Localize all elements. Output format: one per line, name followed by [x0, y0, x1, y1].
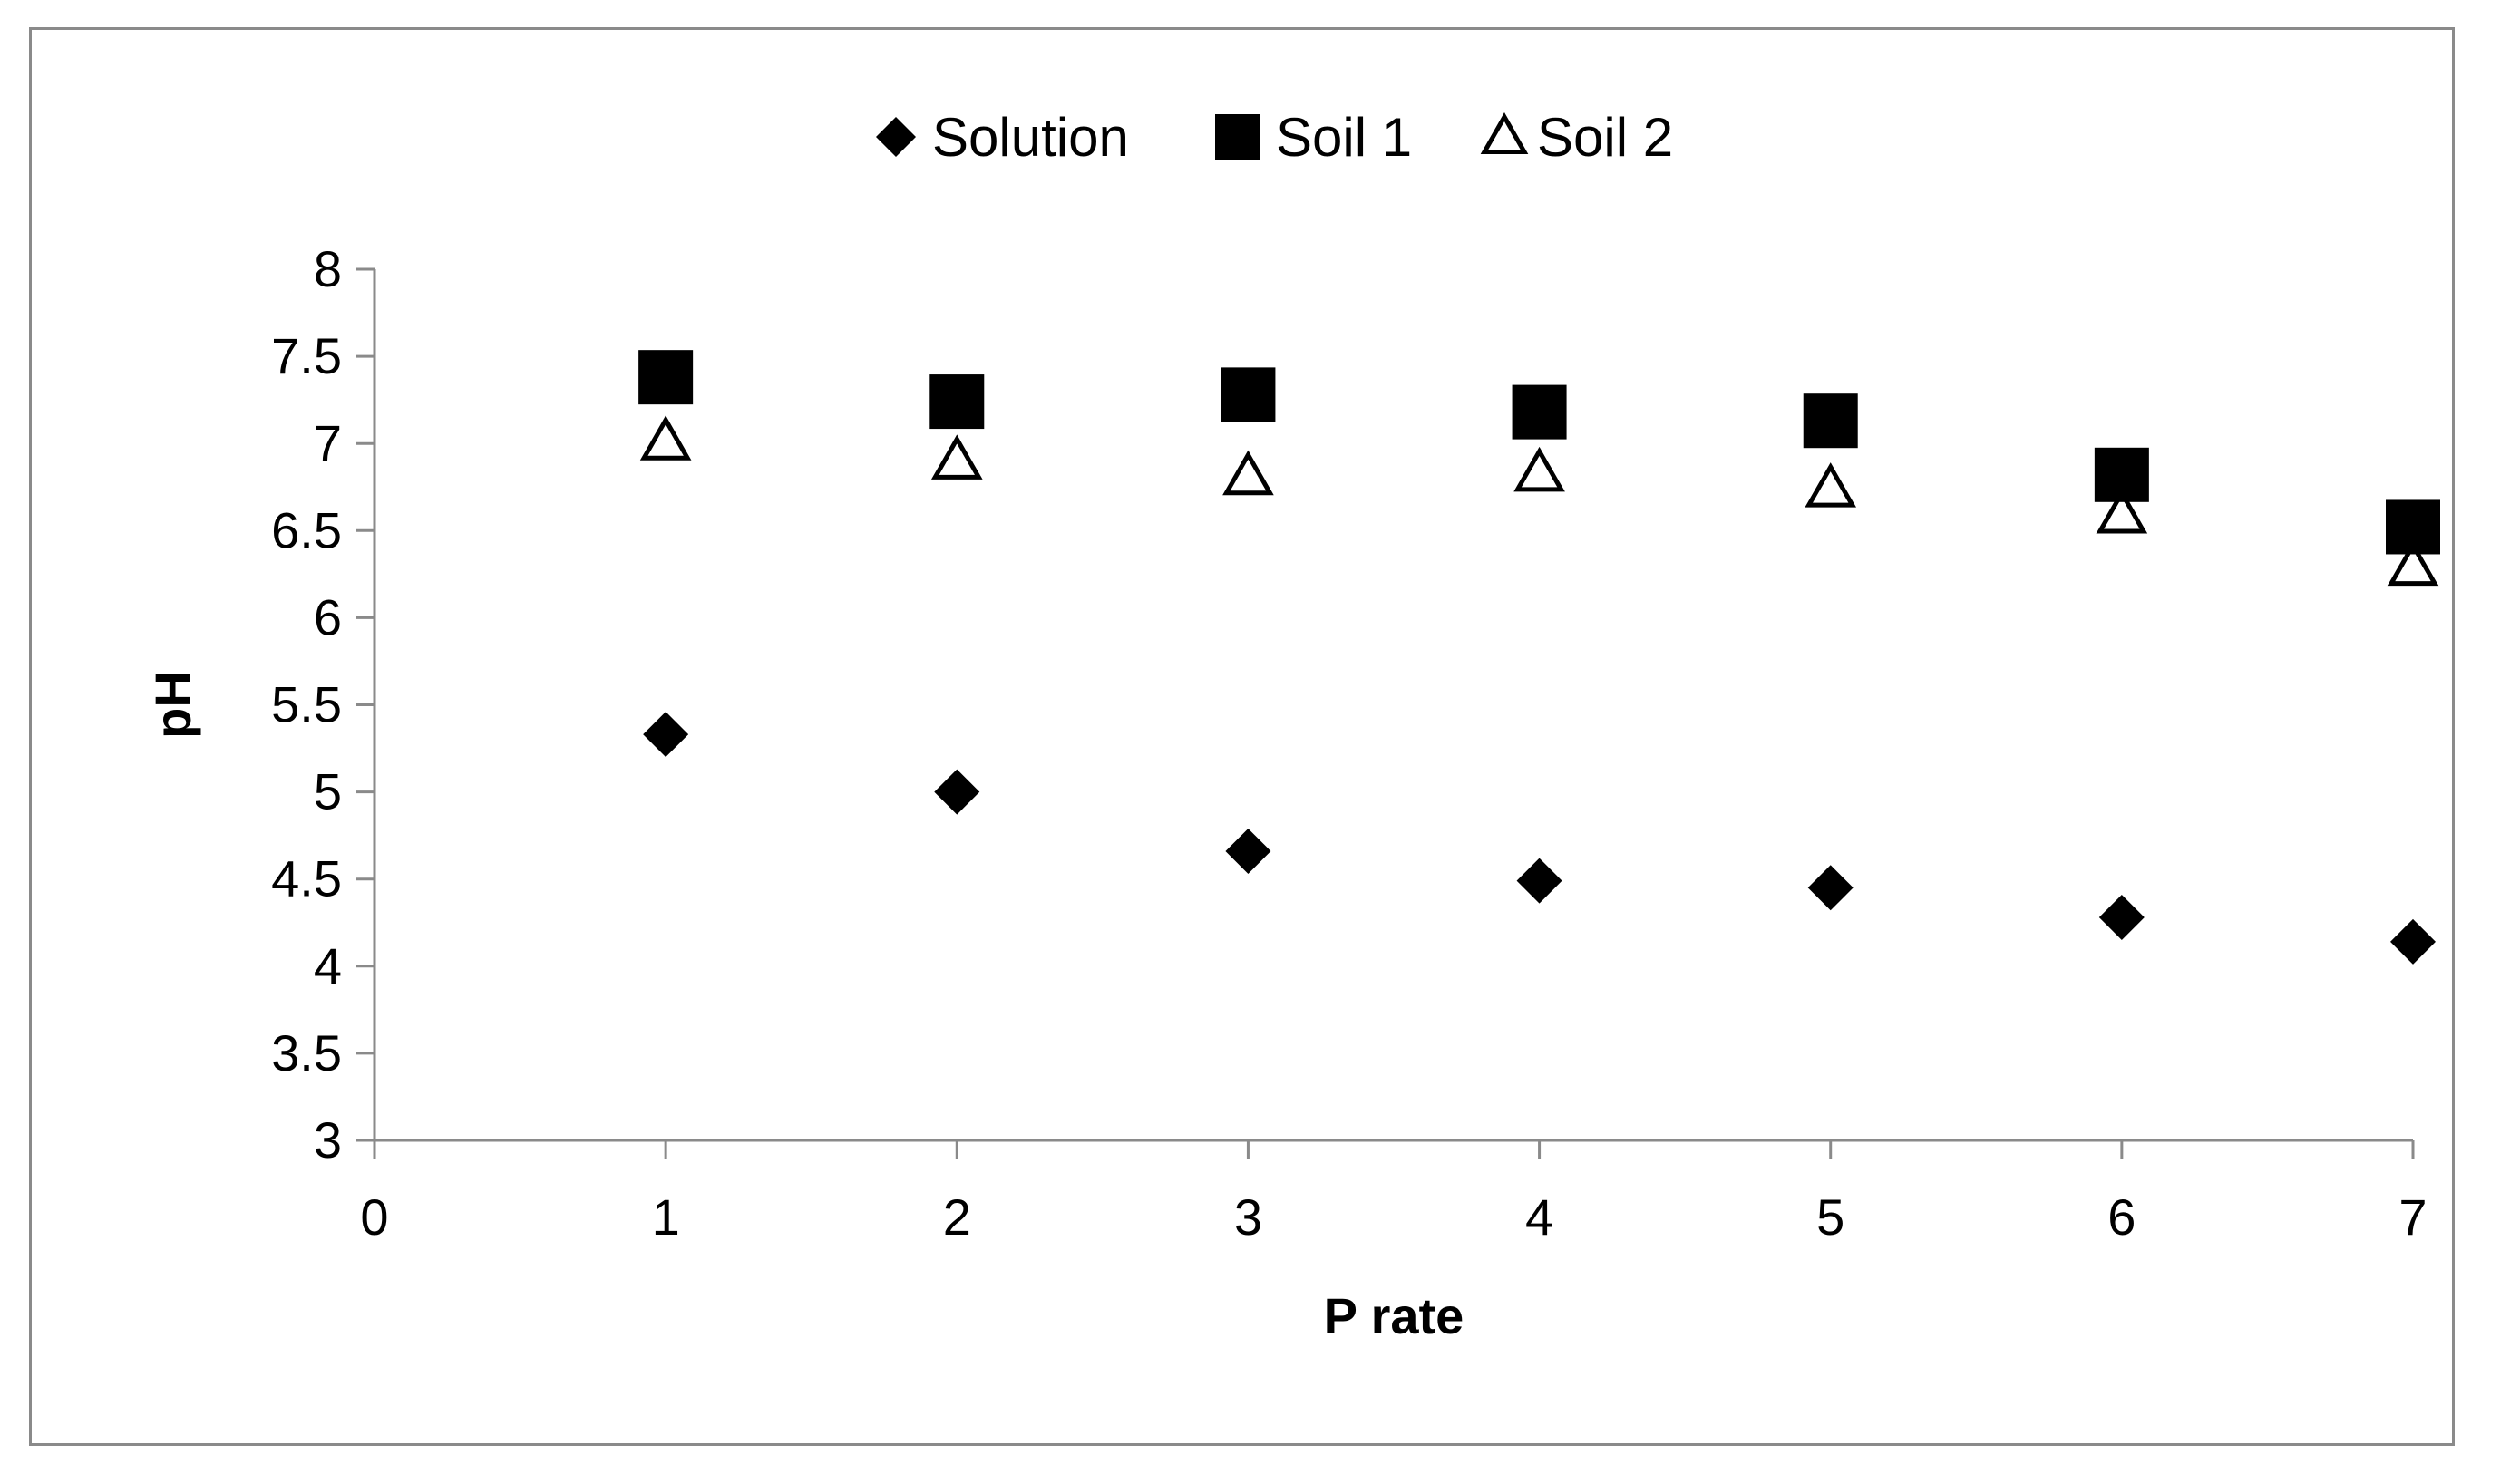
legend-item: Soil 2 [1480, 107, 1673, 168]
y-tick-label: 4 [314, 937, 342, 994]
axes [356, 267, 2415, 1159]
data-point [1225, 828, 1271, 874]
scatter-chart: Solution Soil 1 Soil 2 3 3.5 4 4.5 5 5.5 6 6.5 7 7.… [144, 107, 2440, 1344]
x-tick-label: 7 [2398, 1188, 2427, 1246]
data-point [1513, 446, 1565, 492]
y-tick-label: 5 [314, 763, 342, 820]
data-point [1222, 450, 1274, 496]
x-tick-label: 4 [1525, 1188, 1553, 1246]
data-point [643, 712, 689, 758]
legend: Solution Soil 1 Soil 2 [876, 107, 1673, 168]
y-tick-label: 5.5 [271, 676, 342, 733]
y-tick-label: 7.5 [271, 327, 342, 384]
y-tick-label: 8 [314, 240, 342, 297]
series-soil-2 [639, 415, 2439, 587]
data-point [639, 415, 692, 461]
data-point [930, 434, 983, 480]
data-point [638, 350, 694, 405]
x-tick-label: 1 [652, 1188, 680, 1246]
chart-frame: Solution Soil 1 Soil 2 3 3.5 4 4.5 5 5.5 6 6.5 7 7.… [29, 27, 2455, 1446]
data-marks [638, 350, 2440, 965]
legend-item: Soil 1 [1215, 107, 1412, 168]
data-point [934, 769, 980, 815]
y-tick-label: 4.5 [271, 850, 342, 907]
y-tick-label: 7 [314, 414, 342, 471]
data-point [1805, 462, 1857, 508]
legend-marker-square [1215, 114, 1260, 160]
data-point [1512, 384, 1567, 440]
series-solution [643, 712, 2436, 965]
data-point [2098, 894, 2145, 940]
y-axis-title: pH [144, 671, 201, 739]
data-point [2096, 488, 2148, 534]
tick-labels: 3 3.5 4 4.5 5 5.5 6 6.5 7 7.5 8 0 1 2 3 4 5 6 7 [271, 240, 2427, 1246]
legend-label: Soil 2 [1537, 107, 1673, 168]
legend-label: Solution [932, 107, 1129, 168]
legend-label: Soil 1 [1276, 107, 1412, 168]
data-point [2386, 499, 2440, 555]
data-point [2390, 918, 2436, 965]
legend-item: Solution [876, 107, 1129, 168]
data-point [1803, 393, 1858, 449]
x-tick-label: 5 [1816, 1188, 1844, 1246]
data-point [2387, 540, 2439, 587]
legend-marker-diamond [876, 117, 916, 157]
series-soil-1 [638, 350, 2440, 555]
y-tick-label: 3.5 [271, 1024, 342, 1081]
data-point [2094, 447, 2149, 502]
y-tick-label: 6.5 [271, 501, 342, 558]
x-axis-title: P rate [1324, 1287, 1464, 1344]
legend-marker-triangle-open [1480, 111, 1529, 154]
data-point [1221, 367, 1276, 422]
y-tick-label: 6 [314, 588, 342, 645]
x-tick-label: 3 [1234, 1188, 1262, 1246]
y-tick-label: 3 [314, 1111, 342, 1168]
x-tick-label: 2 [943, 1188, 971, 1246]
data-point [1807, 865, 1854, 911]
x-tick-label: 6 [2107, 1188, 2136, 1246]
data-point [1516, 858, 1562, 904]
x-tick-label: 0 [360, 1188, 388, 1246]
data-point [929, 374, 985, 430]
